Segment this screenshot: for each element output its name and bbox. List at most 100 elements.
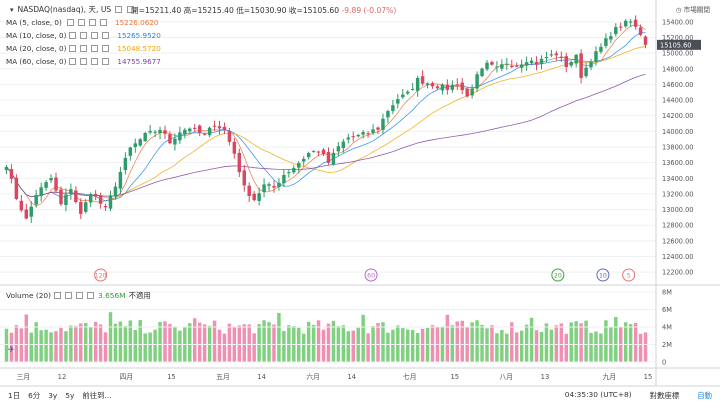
volume-bar [44,329,48,362]
candle-body [217,126,222,129]
log-scale-button[interactable]: 對數座標 [649,391,680,400]
volume-note: 不適用 [128,291,151,300]
candle-body [346,137,351,140]
candle-body [539,58,544,64]
volume-bar [524,324,529,362]
volume-bar [237,325,242,362]
eye-icon[interactable] [54,292,62,299]
close-icon[interactable] [91,58,99,65]
volume-bar [396,325,400,362]
candle-body [628,21,633,23]
price-tick-label: 14400.00 [662,97,693,105]
candle-body [445,84,450,90]
gear-icon[interactable] [65,292,73,299]
price-tick-label: 13200.00 [662,190,693,198]
candle-body [54,177,58,191]
candle-body [326,152,331,163]
close-icon[interactable] [91,32,99,39]
range-3y-button[interactable]: 3y [48,391,58,400]
goto-date-button[interactable]: 前往到... [82,391,112,400]
candle-body [24,209,29,219]
gear-icon[interactable] [80,45,88,52]
candle-body [529,60,534,63]
ma-line-5 [6,24,646,207]
candle-body [435,86,440,89]
more-icon[interactable] [100,19,107,26]
range-5y-button[interactable]: 5y [65,391,75,400]
volume-bar [430,325,435,362]
ohlc-readout: 開=15211.40 高=15215.40 低=15030.90 收=15105… [131,5,396,16]
volume-bar [450,325,455,362]
candle-body [133,143,138,148]
legend-label: MA (20, close, 0) [6,44,67,53]
more-icon[interactable] [102,58,110,65]
gear-icon[interactable] [80,58,88,65]
candle-body [59,189,63,205]
volume-bar [495,333,499,362]
legend-ma20[interactable]: MA (20, close, 0) 15048.5720 [6,44,161,53]
volume-bar [242,324,246,362]
volume-bar [460,320,464,362]
volume-value: 3.656M [98,291,126,300]
volume-bar [153,329,157,362]
change-value: -9.89 (-0.07%) [341,6,397,15]
volume-bar [24,314,29,362]
symbol-label[interactable]: NASDAQ(nasdaq), 天, US [17,5,112,14]
candle-body [500,64,504,69]
candle-body [207,127,212,136]
close-icon[interactable] [91,45,99,52]
candle-body [292,168,296,173]
settings-toggle-icon[interactable] [115,6,123,13]
candle-body [643,36,648,45]
event-marker [94,268,108,282]
eye-icon[interactable] [69,45,77,52]
volume-bar [475,320,479,362]
volume-tick-label: 0 [662,359,666,367]
more-icon[interactable] [102,32,110,39]
candle-body [9,169,14,179]
volume-bar [381,322,385,362]
close-icon[interactable] [76,292,84,299]
legend-ma60[interactable]: MA (60, close, 0) 14755.9677 [6,57,161,66]
candle-body [514,65,519,67]
volume-bar [148,332,152,362]
legend-ma10[interactable]: MA (10, close, 0) 15265.9520 [6,31,161,40]
candle-body [594,51,598,62]
legend-ma5[interactable]: MA (5, close, 0) 15226.0620 [6,18,158,27]
close-icon[interactable] [89,19,96,26]
candle-body [93,193,98,197]
gear-icon[interactable] [80,32,88,39]
moving-average-lines [6,24,646,207]
close-toggle-icon[interactable] [127,6,135,13]
more-icon[interactable] [102,45,110,52]
eye-icon[interactable] [67,19,74,26]
gear-icon[interactable] [78,19,85,26]
more-icon[interactable] [87,292,95,299]
eye-icon[interactable] [69,32,77,39]
chevron-down-icon[interactable]: ▾ [10,5,14,14]
candle-body [178,132,182,141]
candle-body [633,19,638,27]
range-1d-button[interactable]: 1日 [8,391,21,400]
volume-bar [306,321,311,362]
legend-value: 15226.0620 [115,18,159,27]
time-tick-label: 14 [347,373,356,381]
eye-icon[interactable] [69,58,77,65]
candle-body [396,99,400,104]
range-6m-button[interactable]: 6分 [28,391,41,400]
candle-body [351,136,355,138]
volume-bar [163,321,167,362]
candle-body [579,53,583,78]
candle-body [222,126,227,131]
time-tick-label: 13 [541,373,550,381]
candle-body [212,125,217,127]
volume-bar [554,325,559,362]
auto-scale-button[interactable]: 自動 [697,391,712,400]
legend-value: 15048.5720 [117,44,161,53]
volume-legend[interactable]: Volume (20) 3.656M 不適用 [6,290,151,301]
candle-body [262,184,266,193]
candle-body [564,56,568,68]
candle-body [49,178,53,181]
candle-body [39,187,43,197]
